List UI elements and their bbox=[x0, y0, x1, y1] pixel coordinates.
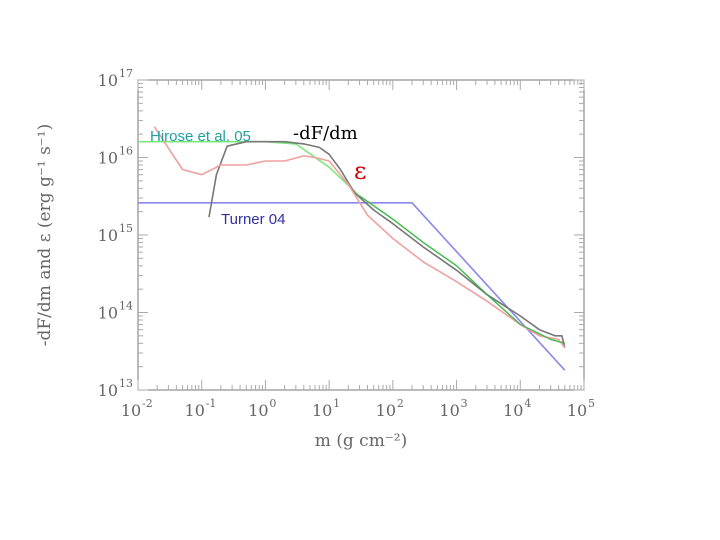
y-axis-label: -dF/dm and ε (erg g⁻¹ s⁻¹) bbox=[35, 124, 55, 346]
y-tick-label: 10 bbox=[98, 149, 118, 168]
series-line-1 bbox=[138, 202, 566, 371]
annotation-dfdm: -dF/dm bbox=[293, 123, 358, 144]
annotation-hirose: Hirose et al. 05 bbox=[150, 128, 251, 145]
y-tick-label: 10 bbox=[98, 381, 118, 400]
y-tick-label-exponent: 16 bbox=[119, 145, 133, 158]
x-tick-label: 10 bbox=[376, 401, 396, 420]
plot-frame bbox=[137, 79, 585, 391]
x-tick-label: 10 bbox=[121, 401, 141, 420]
y-tick-label-exponent: 13 bbox=[119, 377, 133, 390]
x-tick-label-exponent: -2 bbox=[142, 397, 153, 410]
x-axis-label: m (g cm⁻²) bbox=[315, 431, 408, 451]
x-tick-label: 10 bbox=[439, 401, 459, 420]
x-tick-label-exponent: 2 bbox=[397, 397, 404, 410]
x-tick-label: 10 bbox=[185, 401, 205, 420]
y-tick-label-exponent: 17 bbox=[119, 67, 133, 80]
x-tick-label-exponent: 3 bbox=[461, 397, 468, 410]
x-tick-label-exponent: -1 bbox=[206, 397, 217, 410]
x-tick-label: 10 bbox=[567, 401, 587, 420]
series-line-3 bbox=[208, 140, 566, 348]
x-tick-label: 10 bbox=[248, 401, 268, 420]
y-tick-label-exponent: 15 bbox=[119, 222, 133, 235]
y-tick-label: 10 bbox=[98, 304, 118, 323]
x-tick-label-exponent: 4 bbox=[524, 397, 531, 410]
series-line-hirose-overlay bbox=[359, 195, 565, 344]
y-tick-label: 10 bbox=[98, 71, 118, 90]
x-tick-label-exponent: 5 bbox=[588, 397, 595, 410]
x-tick-label: 10 bbox=[503, 401, 523, 420]
y-tick-label-exponent: 14 bbox=[119, 300, 133, 313]
y-tick-label: 10 bbox=[98, 226, 118, 245]
annotation-turner: Turner 04 bbox=[221, 211, 285, 228]
series-line-4 bbox=[153, 126, 566, 349]
series-layer bbox=[138, 126, 566, 371]
x-tick-label-exponent: 0 bbox=[269, 397, 276, 410]
series-line-2 bbox=[138, 140, 566, 345]
x-tick-label: 10 bbox=[312, 401, 332, 420]
annotation-epsilon: ε bbox=[354, 157, 366, 185]
x-tick-label-exponent: 1 bbox=[333, 397, 340, 410]
